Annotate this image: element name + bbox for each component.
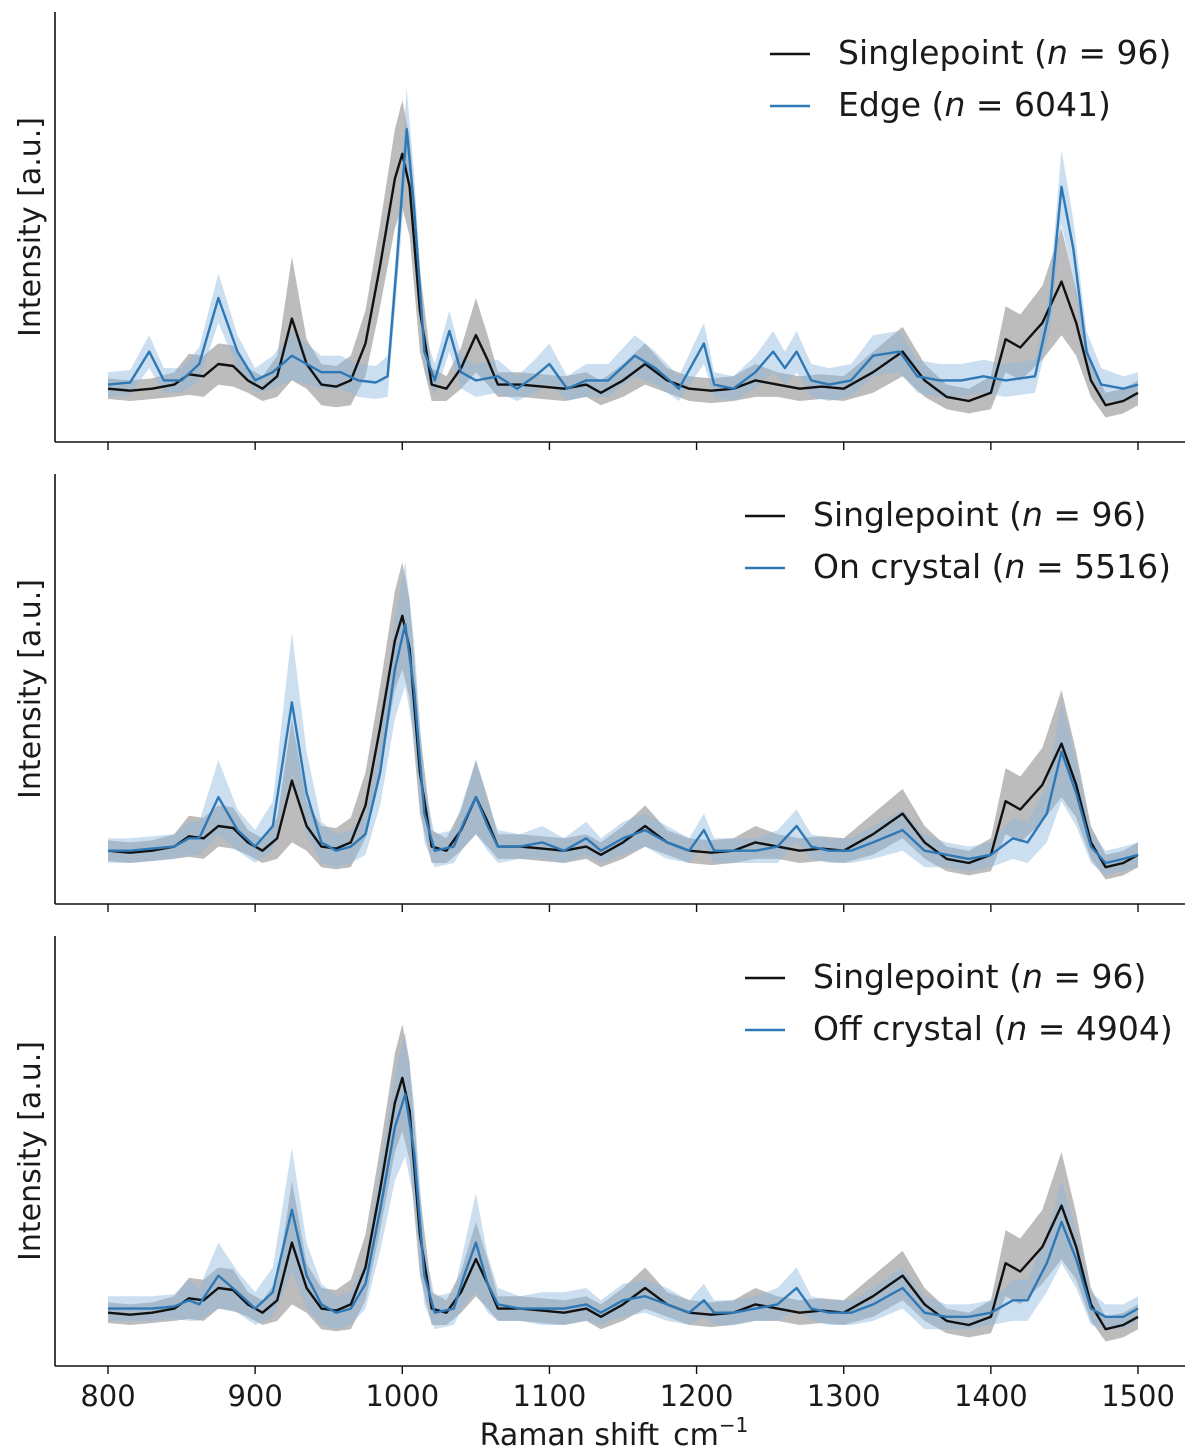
legend-entry: Singlepoint (n = 96)	[813, 957, 1146, 996]
band-comparison	[108, 562, 1138, 876]
x-tick-label: 800	[80, 1379, 135, 1413]
legend-entry: On crystal (n = 5516)	[813, 547, 1171, 586]
series-line-comparison	[108, 1093, 1139, 1319]
series-line-comparison	[108, 622, 1139, 865]
x-tick-label: 1400	[954, 1379, 1028, 1413]
band-comparison	[108, 87, 1138, 402]
legend-entry: Off crystal (n = 4904)	[813, 1009, 1173, 1048]
y-axis-label: Intensity [a.u.]	[13, 1041, 48, 1261]
legend-entry: Singlepoint (n = 96)	[813, 495, 1146, 534]
y-axis-label: Intensity [a.u.]	[13, 117, 48, 337]
series-line-singlepoint	[107, 152, 1139, 407]
series-line-comparison	[107, 127, 1139, 390]
x-tick-label: 1200	[660, 1379, 734, 1413]
band-comparison	[108, 1032, 1138, 1330]
legend-entry: Edge (n = 6041)	[838, 85, 1111, 124]
panel-2: Intensity [a.u.] Singlepoint (n = 96) On c…	[13, 474, 1185, 912]
x-tick-label: 1100	[513, 1379, 587, 1413]
x-tick-label: 1500	[1101, 1379, 1175, 1413]
legend-entry: Singlepoint (n = 96)	[838, 33, 1171, 72]
x-tick-label: 1000	[365, 1379, 439, 1413]
series-line-singlepoint	[107, 1076, 1139, 1331]
y-axis-label: Intensity [a.u.]	[13, 579, 48, 799]
series-line-singlepoint	[107, 614, 1139, 869]
panel-1: Intensity [a.u.] Singlepoint (n = 96) Edge…	[13, 12, 1185, 450]
x-tick-label: 1300	[807, 1379, 881, 1413]
x-axis-label: Raman shift cm−1	[480, 1413, 749, 1453]
x-tick-label: 900	[227, 1379, 282, 1413]
panel-3: 800 900 1000 1100 1200 1300 1400 1500 Intensity …	[13, 936, 1185, 1413]
